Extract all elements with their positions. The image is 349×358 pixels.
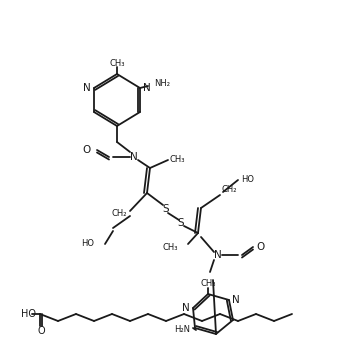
Text: O: O	[37, 326, 45, 336]
Text: CH₃: CH₃	[109, 58, 125, 68]
Text: CH₃: CH₃	[170, 155, 186, 164]
Text: O: O	[256, 242, 264, 252]
Text: HO: HO	[21, 309, 36, 319]
Text: H₂N: H₂N	[174, 325, 190, 334]
Text: N: N	[232, 295, 240, 305]
Text: HO: HO	[81, 240, 94, 248]
Text: CH₃: CH₃	[163, 242, 178, 252]
Text: S: S	[163, 204, 169, 214]
Text: CH₂: CH₂	[222, 185, 238, 194]
Text: N: N	[83, 83, 91, 93]
Text: N: N	[143, 83, 151, 93]
Text: O: O	[83, 145, 91, 155]
Text: N: N	[130, 152, 138, 162]
Text: S: S	[178, 218, 184, 228]
Text: HO: HO	[241, 175, 254, 184]
Text: NH₂: NH₂	[154, 79, 170, 88]
Text: N: N	[182, 303, 190, 313]
Text: CH₃: CH₃	[200, 279, 216, 287]
Text: CH₂: CH₂	[111, 208, 127, 218]
Text: N: N	[214, 250, 222, 260]
